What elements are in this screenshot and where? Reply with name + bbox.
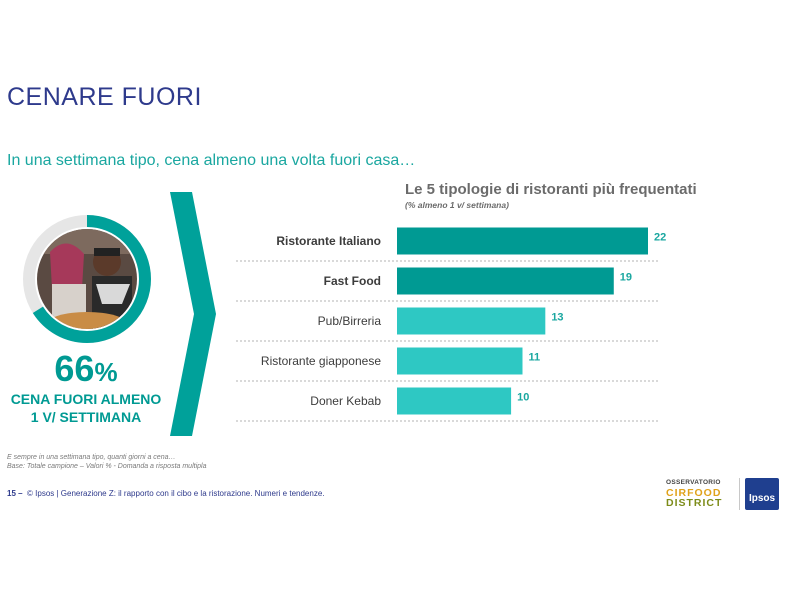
headline-value: 66 [54, 348, 95, 389]
chevron-icon [170, 192, 216, 436]
footer-text: © Ipsos | Generazione Z: il rapporto con… [27, 489, 325, 498]
note-question: E sempre in una settimana tipo, quanti g… [7, 454, 176, 461]
bar-0 [397, 227, 648, 255]
category-label-2: Pub/Birreria [318, 314, 382, 328]
value-label-3: 11 [529, 351, 541, 363]
bar-2 [397, 307, 546, 335]
bar-1 [397, 267, 614, 295]
bar-3 [397, 347, 523, 375]
ipsos-logo: Ipsos [745, 478, 779, 510]
logo-line2: CIRFOOD [666, 487, 722, 499]
headline-unit: % [94, 357, 118, 387]
headline-label-line1: CENA FUORI ALMENO [10, 391, 162, 407]
ring-photo [22, 214, 152, 344]
category-label-4: Doner Kebab [310, 394, 381, 408]
osservatorio-logo: OSSERVATORIO CIRFOOD DISTRICT [666, 478, 730, 508]
logo-line3: DISTRICT [666, 497, 723, 509]
value-label-4: 10 [517, 391, 529, 403]
category-label-3: Ristorante giapponese [261, 354, 381, 368]
bar-4 [397, 387, 512, 415]
logo-line1: OSSERVATORIO [666, 479, 721, 486]
ring-progress [23, 215, 151, 343]
headline-percentage: 66% [0, 348, 172, 390]
page-title: CENARE FUORI [7, 83, 202, 111]
value-label-0: 22 [654, 231, 666, 243]
category-label-1: Fast Food [324, 274, 381, 288]
category-label-0: Ristorante Italiano [276, 234, 381, 248]
value-label-2: 13 [551, 311, 563, 323]
note-base: Base: Totale campione – Valori % - Doman… [7, 463, 207, 470]
page-subtitle: In una settimana tipo, cena almeno una v… [7, 152, 416, 169]
page-number: 15 – [7, 489, 23, 498]
footer: 15 – © Ipsos | Generazione Z: il rapport… [7, 489, 324, 498]
logo-divider [739, 478, 740, 510]
diners-photo-icon [23, 215, 151, 343]
headline-label: CENA FUORI ALMENO 1 V/ SETTIMANA [0, 390, 172, 426]
value-label-1: 19 [620, 271, 632, 283]
chart-title: Le 5 tipologie di ristoranti più frequen… [405, 181, 697, 198]
chart-subtitle: (% almeno 1 v/ settimana) [405, 200, 509, 210]
headline-label-line2: 1 V/ SETTIMANA [30, 409, 142, 425]
